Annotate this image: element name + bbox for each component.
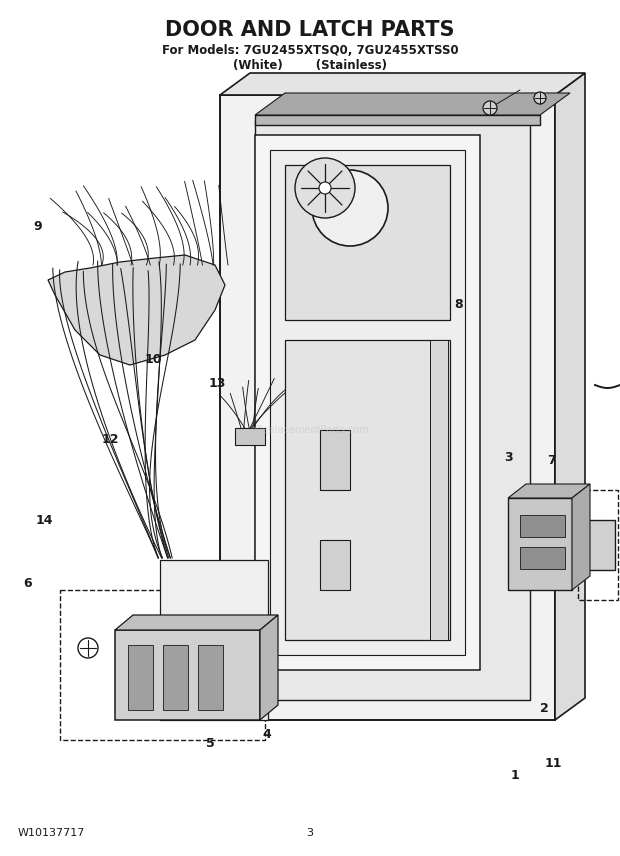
Text: 7: 7 [547,454,556,467]
Text: For Models: 7GU2455XTSQ0, 7GU2455XTSS0: For Models: 7GU2455XTSQ0, 7GU2455XTSS0 [162,44,458,56]
Polygon shape [270,150,465,655]
Text: eReplacementParts.com: eReplacementParts.com [250,425,370,435]
Text: 6: 6 [24,577,32,591]
Polygon shape [255,135,480,670]
Polygon shape [508,498,572,590]
Polygon shape [285,340,450,640]
Polygon shape [220,73,585,95]
Polygon shape [320,430,350,490]
Text: W10137717: W10137717 [18,828,86,838]
Text: 4: 4 [262,728,271,741]
Text: 13: 13 [208,377,226,390]
Text: 11: 11 [544,757,562,770]
Circle shape [312,170,388,246]
Polygon shape [128,645,153,710]
Polygon shape [508,484,590,498]
Polygon shape [285,165,450,320]
Circle shape [295,158,355,218]
Circle shape [534,92,546,104]
Polygon shape [160,560,268,720]
Text: 1: 1 [510,769,519,782]
Circle shape [78,638,98,658]
Text: 10: 10 [145,353,162,366]
Polygon shape [260,615,278,720]
Polygon shape [115,615,278,630]
Polygon shape [572,484,590,590]
Text: (White)        (Stainless): (White) (Stainless) [233,58,387,72]
Polygon shape [220,95,555,720]
Polygon shape [255,120,530,700]
Text: DOOR AND LATCH PARTS: DOOR AND LATCH PARTS [166,20,454,40]
Text: 8: 8 [454,298,463,312]
Polygon shape [48,255,225,365]
Polygon shape [163,645,188,710]
Text: 14: 14 [36,514,53,527]
Text: 12: 12 [102,433,119,447]
Polygon shape [320,540,350,590]
Polygon shape [198,645,223,710]
Text: 3: 3 [306,828,314,838]
Polygon shape [255,93,570,115]
Polygon shape [115,630,260,720]
Polygon shape [430,340,448,640]
Polygon shape [520,547,565,569]
Polygon shape [583,520,615,570]
Polygon shape [555,73,585,720]
Polygon shape [235,428,265,445]
Circle shape [319,182,331,194]
Circle shape [483,101,497,115]
Text: 9: 9 [33,220,42,234]
Polygon shape [520,515,565,537]
Polygon shape [255,115,540,125]
Text: 3: 3 [504,451,513,465]
Text: 2: 2 [540,702,549,716]
Text: 5: 5 [206,736,215,750]
